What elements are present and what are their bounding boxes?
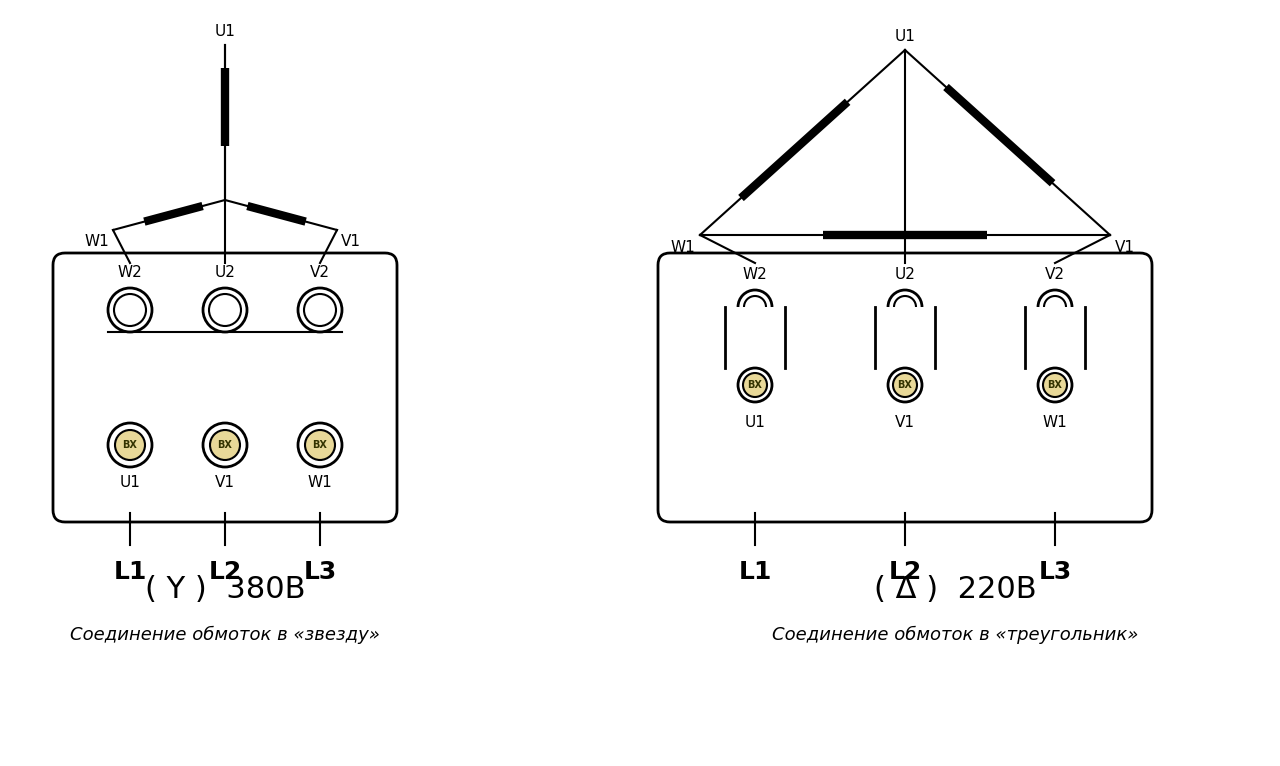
Bar — [1025, 307, 1085, 368]
Text: W1: W1 — [1043, 415, 1068, 430]
Circle shape — [204, 288, 247, 332]
Text: BX: BX — [1047, 380, 1062, 390]
Circle shape — [108, 423, 152, 467]
Text: U1: U1 — [119, 475, 141, 490]
Text: L1: L1 — [739, 560, 772, 584]
Text: BX: BX — [218, 440, 233, 450]
Text: U2: U2 — [895, 267, 915, 282]
Circle shape — [1038, 368, 1073, 402]
Circle shape — [888, 290, 922, 324]
Circle shape — [204, 423, 247, 467]
Circle shape — [115, 430, 145, 460]
Circle shape — [114, 294, 146, 326]
Circle shape — [298, 423, 342, 467]
Circle shape — [888, 368, 922, 402]
Circle shape — [209, 294, 241, 326]
Circle shape — [739, 368, 772, 402]
Text: Соединение обмоток в «звезду»: Соединение обмоток в «звезду» — [70, 626, 380, 644]
Text: V1: V1 — [215, 475, 236, 490]
Circle shape — [305, 430, 335, 460]
Text: ( Y )  380В: ( Y ) 380В — [145, 575, 305, 604]
Text: U1: U1 — [745, 415, 765, 430]
FancyBboxPatch shape — [658, 253, 1152, 522]
Circle shape — [305, 294, 335, 326]
Text: V2: V2 — [1044, 267, 1065, 282]
Text: L1: L1 — [114, 560, 147, 584]
Text: W2: W2 — [742, 267, 768, 282]
Circle shape — [744, 296, 765, 318]
Circle shape — [1043, 373, 1068, 397]
Circle shape — [893, 296, 916, 318]
Text: ( Δ )  220В: ( Δ ) 220В — [874, 575, 1037, 604]
Text: BX: BX — [312, 440, 328, 450]
Bar — [724, 307, 785, 368]
Bar — [876, 307, 934, 368]
Text: W1: W1 — [84, 234, 109, 249]
Text: L3: L3 — [303, 560, 337, 584]
Text: BX: BX — [897, 380, 913, 390]
FancyBboxPatch shape — [52, 253, 397, 522]
Text: L2: L2 — [888, 560, 922, 584]
Circle shape — [893, 373, 916, 397]
Text: V1: V1 — [1115, 240, 1135, 255]
Text: L3: L3 — [1038, 560, 1071, 584]
Circle shape — [739, 290, 772, 324]
Text: V2: V2 — [310, 265, 330, 280]
Text: W1: W1 — [307, 475, 333, 490]
Text: BX: BX — [123, 440, 137, 450]
Text: BX: BX — [748, 380, 763, 390]
Text: W1: W1 — [671, 240, 695, 255]
Circle shape — [742, 373, 767, 397]
Text: V1: V1 — [340, 234, 361, 249]
Text: Соединение обмоток в «треугольник»: Соединение обмоток в «треугольник» — [772, 626, 1138, 644]
Text: U2: U2 — [215, 265, 236, 280]
Circle shape — [210, 430, 241, 460]
Text: L2: L2 — [209, 560, 242, 584]
Circle shape — [1038, 290, 1073, 324]
Text: U1: U1 — [215, 24, 236, 39]
Text: V1: V1 — [895, 415, 915, 430]
Circle shape — [108, 288, 152, 332]
Text: W2: W2 — [118, 265, 142, 280]
Circle shape — [1044, 296, 1066, 318]
Circle shape — [298, 288, 342, 332]
Text: U1: U1 — [895, 29, 915, 44]
